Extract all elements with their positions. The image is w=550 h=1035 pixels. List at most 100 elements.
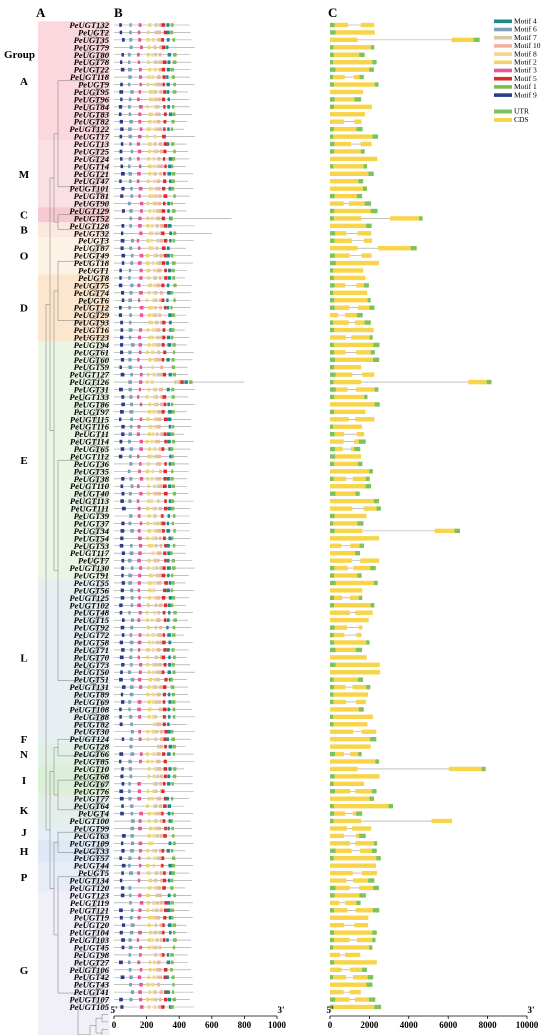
cds-block	[333, 379, 362, 385]
motif-mark	[129, 633, 133, 637]
cds-block	[335, 647, 356, 653]
cds-block	[335, 231, 347, 236]
motif-mark	[128, 380, 132, 384]
motif-mark	[156, 521, 160, 526]
cds-block	[353, 975, 368, 980]
utr-block	[481, 766, 486, 772]
motif-mark	[147, 915, 151, 920]
gene-structure-row	[330, 320, 371, 325]
cds-block	[333, 975, 347, 980]
cds-block	[358, 625, 363, 630]
group-label-G: G	[20, 965, 29, 977]
motif-mark	[152, 834, 156, 838]
motif-mark	[129, 477, 133, 481]
utr-block	[368, 997, 376, 1002]
motif-mark	[121, 253, 126, 258]
motif-row	[114, 469, 189, 474]
cds-block	[330, 870, 353, 876]
cds-block	[330, 707, 359, 712]
gene-label: PeUGT134	[69, 876, 109, 886]
motif-mark	[138, 224, 142, 228]
motif-mark	[158, 462, 161, 466]
motif-row	[114, 112, 192, 117]
motif-mark	[154, 700, 159, 704]
motif-mark	[137, 298, 141, 303]
motif-mark	[159, 744, 163, 749]
motif-mark	[146, 417, 150, 422]
motif-row	[114, 968, 192, 972]
utr-block	[372, 908, 380, 913]
motif-mark	[120, 372, 125, 377]
motif-mark	[148, 164, 152, 169]
motif-mark	[139, 268, 143, 273]
utr-block	[330, 454, 336, 459]
motif-mark	[158, 447, 162, 451]
motif-mark	[154, 625, 158, 630]
motif-mark	[128, 52, 131, 57]
gene-label: PeUGT124	[69, 734, 109, 744]
gene-label: PeUGT76	[74, 786, 110, 796]
motif-mark	[120, 774, 124, 779]
motif-mark	[168, 372, 172, 377]
motif-mark	[162, 633, 166, 637]
motif-mark	[173, 529, 176, 533]
gene-structure-row	[330, 595, 363, 601]
motif-mark	[170, 1005, 174, 1009]
motif-mark	[170, 335, 174, 340]
group-band-N	[38, 742, 110, 766]
motif-mark	[155, 729, 159, 734]
cds-block	[330, 863, 376, 868]
cds-block	[334, 22, 349, 28]
motif-mark	[138, 908, 142, 913]
motif-mark	[171, 633, 176, 637]
motif-mark	[119, 179, 122, 184]
motif-row	[114, 164, 186, 169]
motif-mark	[147, 558, 151, 563]
motif-mark	[128, 365, 132, 370]
gene-structure-row	[330, 506, 381, 511]
motif-mark	[153, 722, 157, 727]
motif-mark	[127, 960, 131, 965]
utr-block	[330, 677, 334, 682]
motif-mark	[145, 863, 150, 868]
motif-legend-label: Motif 9	[514, 90, 537, 99]
motif-mark	[138, 610, 142, 615]
motif-mark	[163, 968, 168, 972]
gene-label: PeUGT40	[74, 489, 110, 499]
gene-label: PeUGT47	[74, 176, 110, 186]
utr-block	[374, 82, 379, 87]
cds-block	[335, 30, 375, 35]
motif-mark	[130, 529, 134, 533]
cds-block	[363, 506, 377, 511]
motif-mark	[148, 841, 152, 846]
motif-mark	[166, 990, 170, 994]
motif-mark	[163, 774, 167, 779]
motif-mark	[147, 372, 150, 377]
motif-legend-label: Motif 2	[514, 58, 537, 67]
utr-block	[330, 528, 335, 534]
motif-mark	[164, 826, 167, 831]
utr-block	[330, 491, 336, 496]
motif-mark	[139, 305, 144, 310]
gene-structure-row	[330, 394, 368, 400]
motif-mark	[130, 238, 135, 243]
utr-block	[330, 885, 336, 891]
motif-mark	[129, 685, 134, 689]
motif-mark	[127, 201, 131, 206]
group-label-D: D	[20, 303, 28, 315]
motif-mark	[162, 320, 166, 325]
motif-legend-swatch	[494, 52, 512, 56]
cds-block	[330, 37, 358, 43]
utr-block	[330, 379, 334, 385]
motif-mark	[159, 737, 164, 741]
utr-block	[330, 647, 336, 653]
motif-mark	[158, 804, 163, 808]
motif-mark	[121, 648, 125, 652]
gene-structure-row	[330, 424, 363, 429]
motif-row	[114, 588, 195, 593]
motif-legend-label: Motif 3	[514, 66, 537, 75]
motif-mark	[121, 551, 125, 555]
panel-label-a: A	[36, 5, 46, 20]
motif-mark	[147, 157, 151, 161]
motif-mark	[166, 335, 171, 340]
